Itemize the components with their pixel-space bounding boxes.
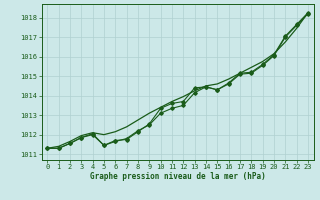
X-axis label: Graphe pression niveau de la mer (hPa): Graphe pression niveau de la mer (hPa) — [90, 172, 266, 181]
